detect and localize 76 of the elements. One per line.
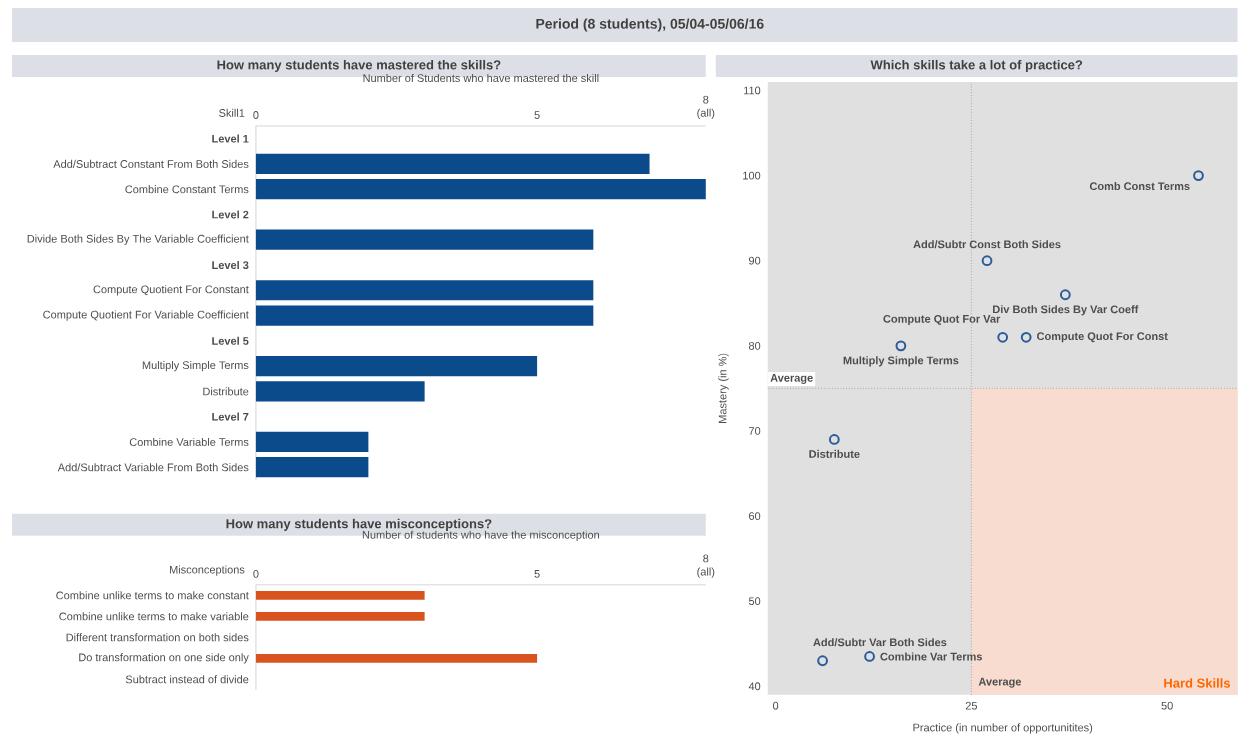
point bbox=[997, 331, 1009, 343]
point bbox=[895, 340, 907, 352]
point bbox=[817, 655, 828, 666]
y-tick-label: Level 5 bbox=[212, 336, 249, 345]
x-axis-title: Number of Students who have mastered the skill bbox=[363, 73, 599, 82]
y-tick-label: Add/Subtract Constant From Both Sides bbox=[53, 159, 249, 168]
x-tick-label: 25 bbox=[965, 701, 978, 710]
chart-title: How many students have misconceptions? bbox=[226, 518, 492, 531]
annotation: Distribute bbox=[809, 449, 860, 458]
y-tick-label: 90 bbox=[748, 256, 761, 265]
chart-title: Which skills take a lot of practice? bbox=[870, 59, 1083, 72]
y-tick-label: Level 1 bbox=[212, 134, 249, 143]
y-axis-title: Mastery (in %) bbox=[718, 353, 729, 423]
y-tick-label: 70 bbox=[749, 426, 761, 435]
y-tick-label: Add/Subtract Variable From Both Sides bbox=[57, 463, 249, 472]
y-tick-label: 100 bbox=[743, 171, 761, 180]
point bbox=[1193, 170, 1204, 181]
annotation: Add/Subtr Var Both Sides bbox=[813, 638, 947, 647]
x-tick-label: 5 bbox=[534, 111, 540, 119]
ref-line-label: Average bbox=[770, 373, 813, 384]
y-tick-label: Combine Variable Terms bbox=[129, 437, 249, 446]
y-tick-label: Compute Quotient For Variable Coefficient bbox=[43, 310, 249, 321]
point bbox=[1059, 289, 1071, 301]
y-tick-label: Divide Both Sides By The Variable Coefficient bbox=[27, 234, 249, 245]
point bbox=[864, 650, 875, 662]
y-tick-label: Combine Constant Terms bbox=[125, 185, 249, 194]
annotation: Compute Quot For Var bbox=[883, 314, 1001, 325]
bar bbox=[255, 178, 706, 200]
bar bbox=[255, 280, 594, 301]
chart-title: How many students have mastered the skills? bbox=[217, 59, 501, 72]
bar bbox=[255, 456, 369, 478]
annotation: Combine Var Terms bbox=[880, 652, 982, 661]
bar bbox=[255, 355, 538, 377]
ref-line-label: Average bbox=[978, 677, 1022, 688]
band-label: Hard Skills bbox=[1164, 678, 1230, 688]
y-tick-label: Multiply Simple Terms bbox=[142, 360, 249, 372]
annotation: Comb Const Terms bbox=[1089, 181, 1190, 190]
annotation: Div Both Sides By Var Coeff bbox=[993, 305, 1139, 316]
y-tick-label: Subtract instead of divide bbox=[125, 675, 249, 684]
y-tick-label: Distribute bbox=[203, 387, 249, 396]
annotation: Multiply Simple Terms bbox=[843, 356, 959, 367]
x-tick-label: 8 (all) bbox=[697, 95, 715, 119]
annotation: Compute Quot For Const bbox=[1037, 332, 1168, 343]
x-axis-title: Number of students who have the misconception bbox=[362, 530, 599, 541]
bar bbox=[255, 381, 425, 402]
y-tick-label: 40 bbox=[748, 682, 761, 691]
y-tick-label: Compute Quotient For Constant bbox=[93, 285, 249, 296]
y-axis-title: Misconceptions bbox=[169, 565, 245, 576]
y-tick-label: Do transformation on one side only bbox=[79, 653, 249, 664]
y-tick-label: Level 2 bbox=[212, 210, 249, 219]
y-tick-label: 110 bbox=[744, 86, 761, 95]
y-tick-label: Level 3 bbox=[212, 260, 249, 269]
annotation: Add/Subtr Const Both Sides bbox=[913, 240, 1061, 249]
x-tick-label: 5 bbox=[534, 569, 540, 578]
y-tick-label: Level 7 bbox=[212, 412, 249, 421]
x-tick-label: 8 (all) bbox=[697, 554, 715, 578]
y-axis-title: Skill1 bbox=[219, 108, 245, 117]
y-tick-label: Combine unlike terms to make constant bbox=[56, 591, 249, 600]
bar bbox=[255, 305, 594, 326]
y-tick-label: Different transformation on both sides bbox=[66, 633, 249, 642]
bar bbox=[255, 229, 594, 250]
x-tick-label: 0 bbox=[253, 110, 259, 119]
y-tick-label: 60 bbox=[749, 512, 761, 520]
y-tick-label: 50 bbox=[748, 597, 761, 605]
text: Period (8 students), 05/04-05/06/16 bbox=[536, 18, 764, 32]
x-tick-label: 0 bbox=[772, 701, 779, 710]
x-tick-label: 50 bbox=[1161, 701, 1173, 710]
x-tick-label: 0 bbox=[253, 569, 259, 578]
y-tick-label: Combine unlike terms to make variable bbox=[59, 612, 249, 621]
x-axis-title: Practice (in number of opportunitites) bbox=[913, 723, 1093, 734]
point bbox=[828, 433, 840, 445]
bar bbox=[255, 153, 650, 174]
y-tick-label: 80 bbox=[748, 341, 761, 350]
point bbox=[981, 255, 993, 266]
point bbox=[1020, 331, 1032, 343]
bar bbox=[255, 431, 369, 452]
